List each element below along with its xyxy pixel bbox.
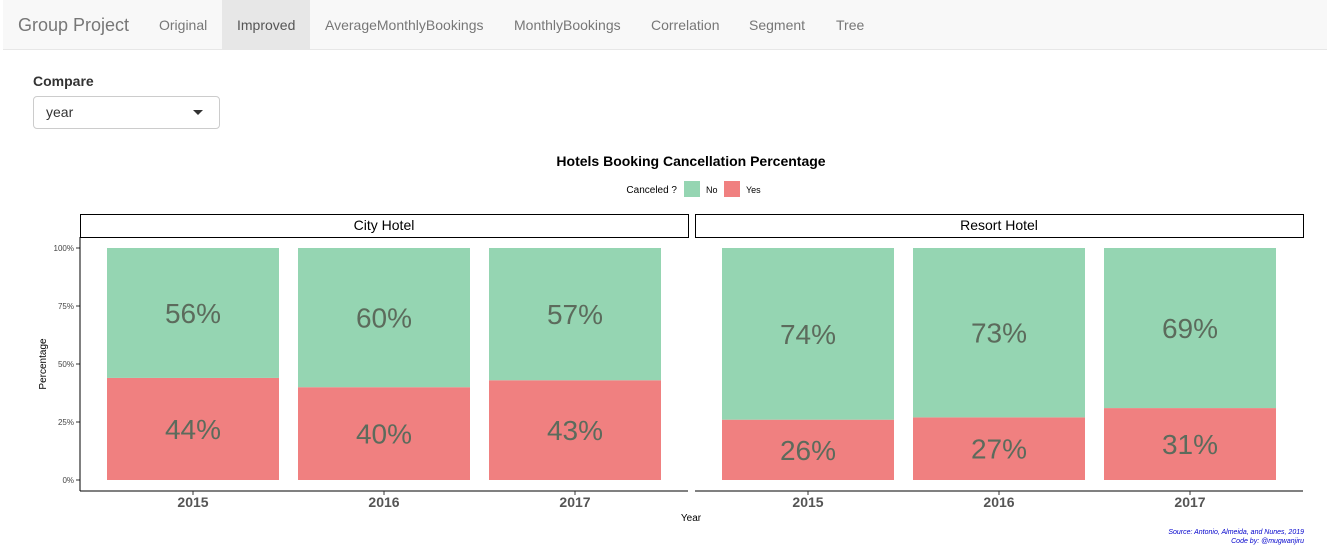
- tab-improved[interactable]: Improved: [222, 0, 311, 50]
- x-tick-label: 2016: [983, 494, 1014, 510]
- y-axis-label: Percentage: [38, 338, 49, 390]
- chevron-down-icon: [193, 110, 203, 115]
- legend-label-no: No: [706, 185, 718, 195]
- bar-label-no: 74%: [780, 319, 836, 350]
- bar-label-yes: 40%: [356, 419, 412, 450]
- compare-label: Compare: [33, 73, 94, 89]
- caption-line: Code by: @mugwanjiru: [1231, 538, 1304, 545]
- bar-label-no: 73%: [971, 318, 1027, 349]
- bar-label-yes: 44%: [165, 414, 221, 445]
- bar-no: [489, 248, 661, 381]
- legend-label-yes: Yes: [746, 185, 761, 195]
- bar-label-no: 56%: [165, 298, 221, 329]
- bar-no: [298, 248, 470, 388]
- x-axis-label: Year: [681, 513, 702, 524]
- y-tick-label: 50%: [58, 360, 74, 369]
- compare-select-value: year: [46, 104, 74, 120]
- y-tick-label: 75%: [58, 302, 74, 311]
- bar-yes: [489, 380, 661, 480]
- x-tick-label: 2016: [368, 494, 399, 510]
- facet-label-resort-hotel: Resort Hotel: [960, 217, 1038, 233]
- bar-label-no: 69%: [1162, 313, 1218, 344]
- app-brand[interactable]: Group Project: [18, 15, 130, 35]
- caption-line: Source: Antonio, Almeida, and Nunes, 201…: [1168, 529, 1304, 536]
- x-tick-label: 2015: [792, 494, 823, 510]
- tab-average-monthly-bookings[interactable]: AverageMonthlyBookings: [325, 17, 484, 33]
- facet-strip-resort-hotel: [695, 214, 1304, 238]
- tab-tree[interactable]: Tree: [836, 17, 865, 33]
- y-tick-label: 0%: [62, 476, 74, 485]
- tab-monthly-bookings[interactable]: MonthlyBookings: [514, 17, 621, 33]
- x-tick-label: 2017: [559, 494, 590, 510]
- compare-select[interactable]: year: [33, 96, 220, 129]
- bar-no: [1104, 248, 1276, 409]
- bar-no: [913, 248, 1085, 418]
- bar-yes: [107, 377, 279, 480]
- x-tick-label: 2017: [1174, 494, 1205, 510]
- bar-yes: [298, 387, 470, 480]
- legend-title: Canceled ?: [626, 185, 677, 196]
- tab-correlation[interactable]: Correlation: [651, 17, 720, 33]
- facet-strip-city-hotel: [80, 214, 689, 238]
- navbar: Group Project Original Improved AverageM…: [3, 0, 1327, 50]
- bar-label-yes: 27%: [971, 434, 1027, 465]
- chart-title: Hotels Booking Cancellation Percentage: [556, 153, 825, 169]
- x-tick-label: 2015: [177, 494, 208, 510]
- bar-label-no: 57%: [547, 299, 603, 330]
- facet-label-city-hotel: City Hotel: [354, 217, 415, 233]
- bar-label-yes: 43%: [547, 415, 603, 446]
- bar-label-yes: 26%: [780, 435, 836, 466]
- tab-segment[interactable]: Segment: [749, 17, 806, 33]
- tab-original[interactable]: Original: [159, 17, 208, 33]
- bar-yes: [913, 417, 1085, 480]
- legend-swatch-yes: [724, 181, 740, 197]
- bar-yes: [722, 419, 894, 480]
- y-tick-label: 25%: [58, 418, 74, 427]
- bar-no: [722, 248, 894, 420]
- bar-no: [107, 248, 279, 378]
- legend-swatch-no: [684, 181, 700, 197]
- bar-label-no: 60%: [356, 303, 412, 334]
- bar-yes: [1104, 408, 1276, 480]
- bar-label-yes: 31%: [1162, 429, 1218, 460]
- y-tick-label: 100%: [54, 244, 74, 253]
